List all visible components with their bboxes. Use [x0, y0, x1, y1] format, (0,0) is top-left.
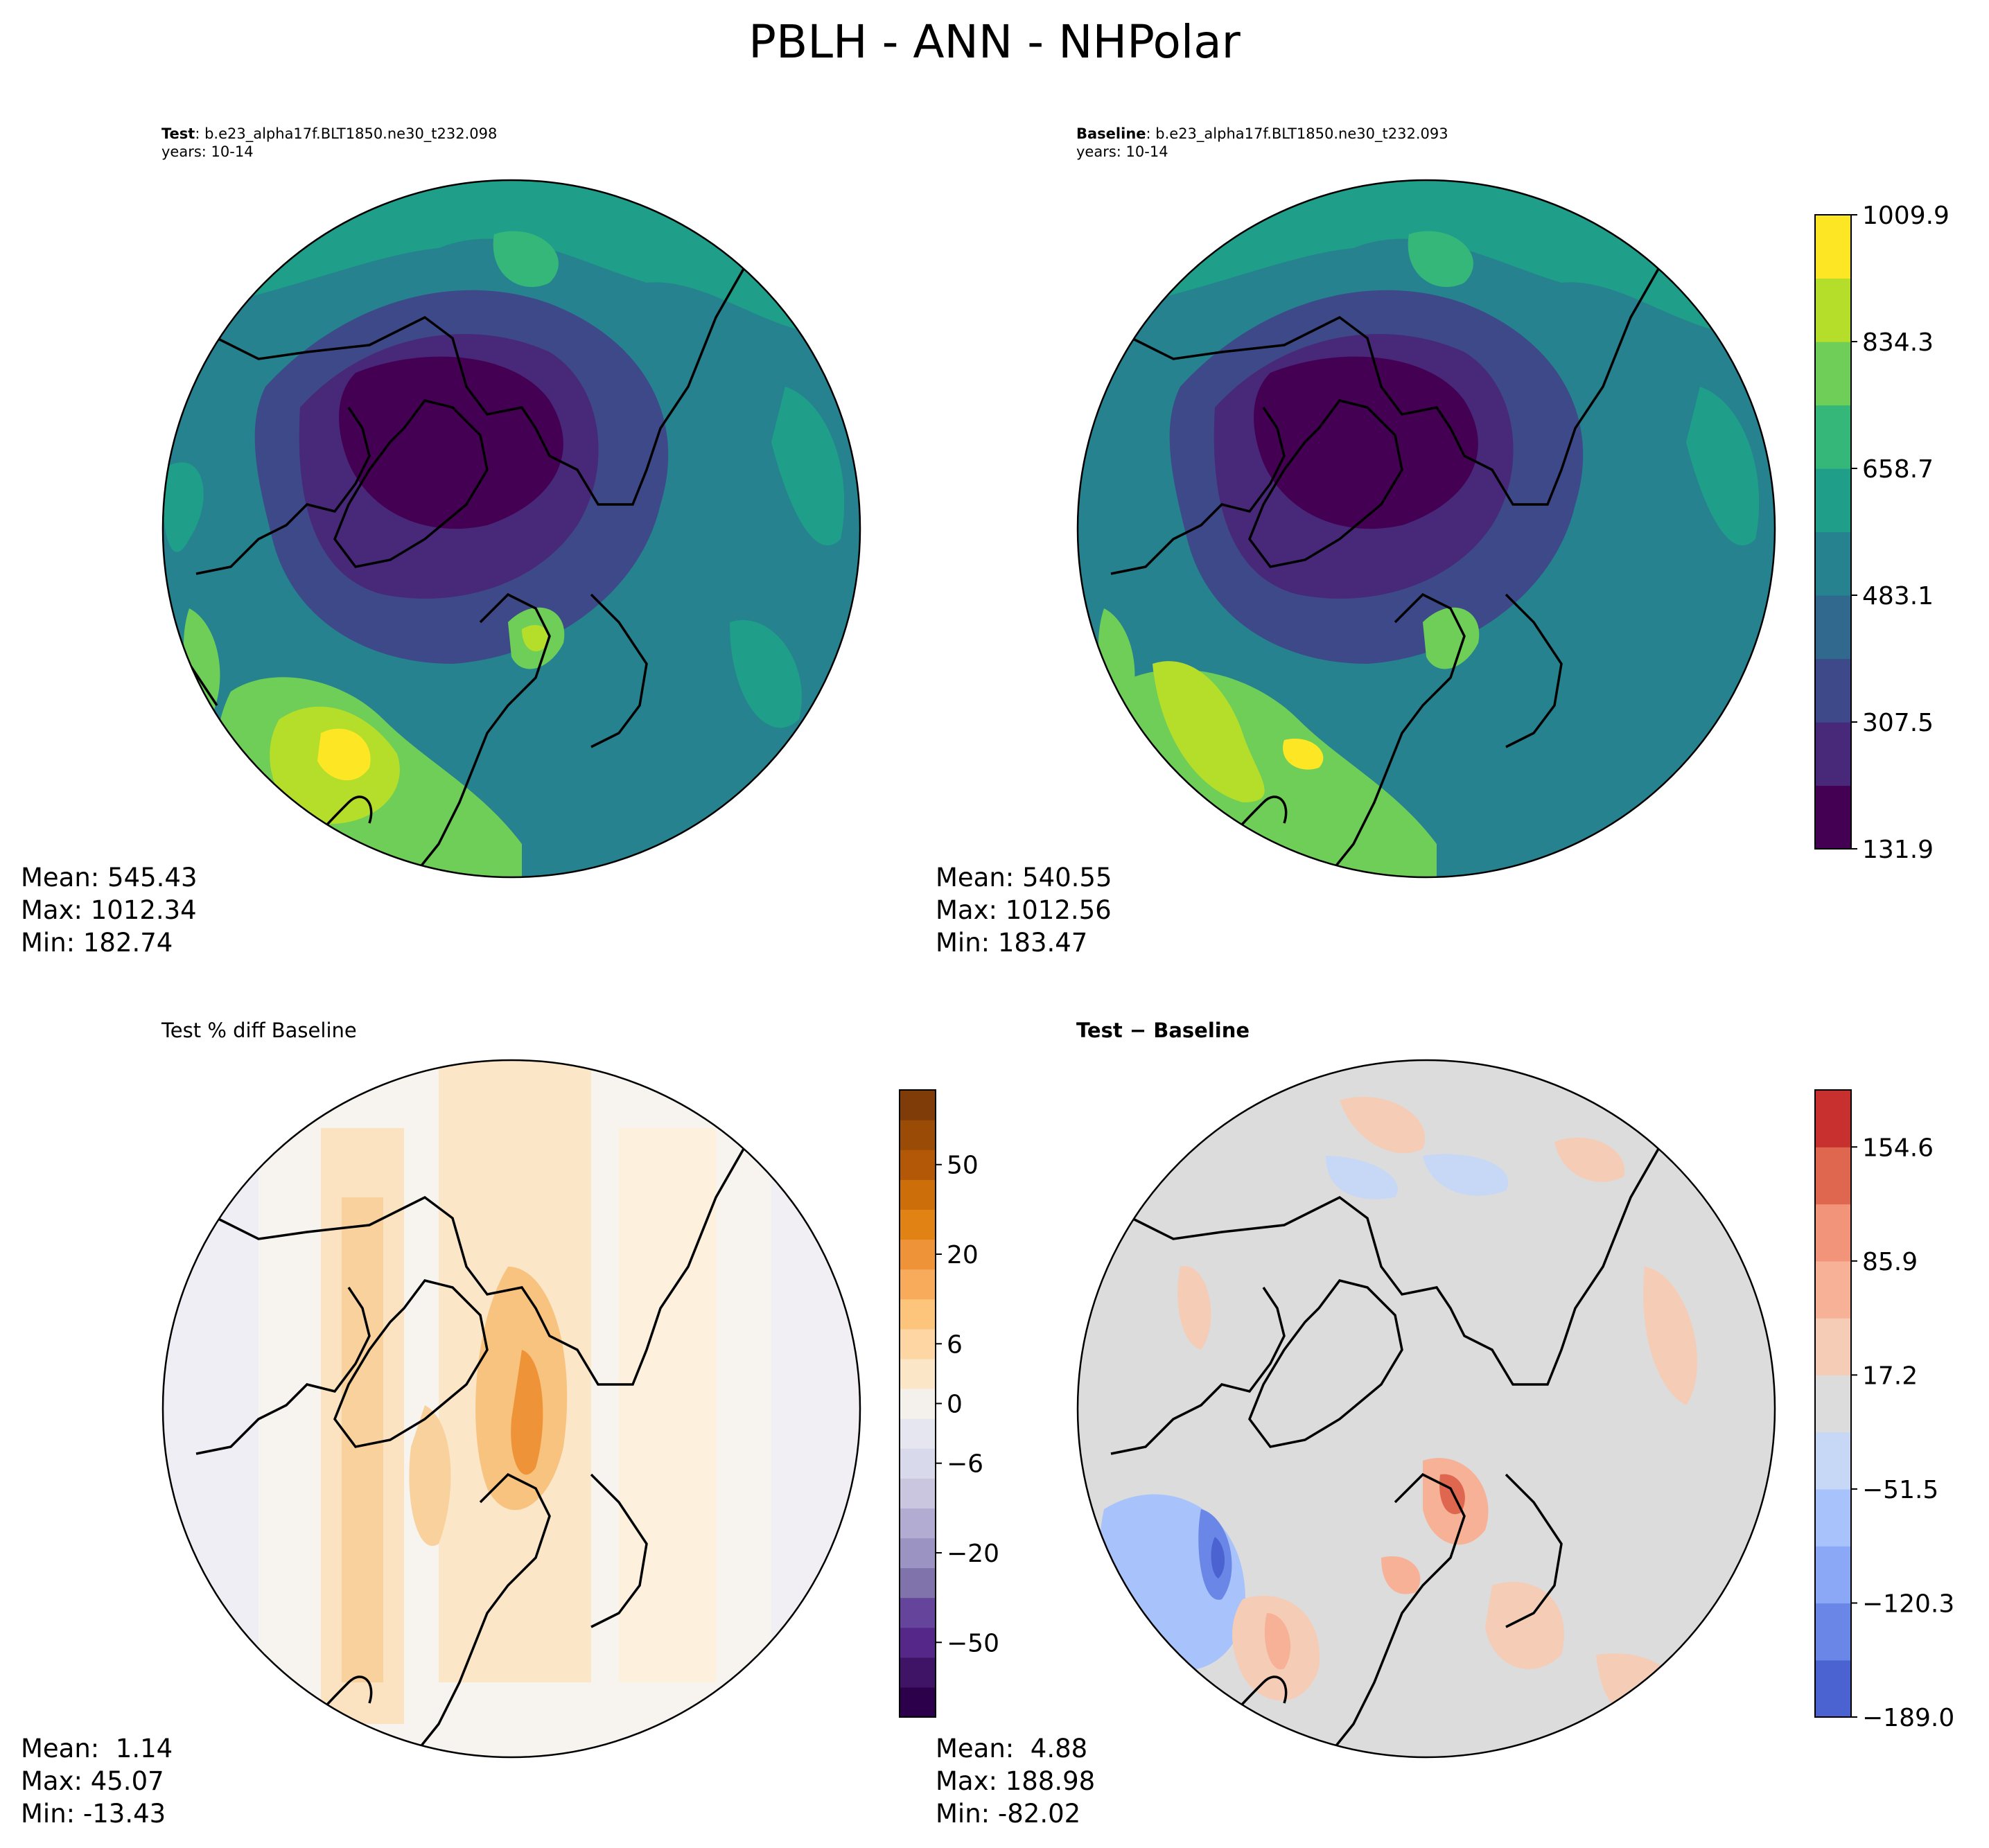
colorbar-swatch: [900, 1299, 936, 1330]
test-subtitle: Test: b.e23_alpha17f.BLT1850.ne30_t232.0…: [161, 125, 497, 161]
pctdiff-max: Max: 45.07: [21, 1766, 164, 1796]
test-label: Test: [161, 125, 195, 142]
colorbar-tick-label: 834.3: [1862, 328, 1934, 357]
baseline-map: [1076, 179, 1776, 879]
test-min: Min: 182.74: [21, 928, 173, 958]
test-map: [161, 179, 861, 879]
colorbar-pctdiff: −50 −20 −6 0 6 20 50: [899, 1089, 999, 1718]
colorbar-tick-label: −50: [947, 1629, 999, 1657]
colorbar-swatch: [1815, 1375, 1851, 1433]
colorbar-swatch: [900, 1150, 936, 1180]
colorbar-swatch: [1815, 722, 1851, 786]
pctdiff-mean: Mean: 1.14: [21, 1734, 173, 1763]
colorbar-swatch: [900, 1687, 936, 1718]
colorbar-swatch: [1815, 342, 1851, 406]
colorbar-swatch: [1815, 468, 1851, 533]
colorbar-swatch: [900, 1627, 936, 1658]
colorbar-tick-label: −6: [947, 1450, 983, 1479]
colorbar-swatch: [1815, 1488, 1851, 1547]
colorbar-swatch: [1815, 1204, 1851, 1262]
colorbar-swatch: [900, 1358, 936, 1389]
colorbar-swatch: [900, 1657, 936, 1688]
colorbar-diff: −189.0 −120.3 −51.5 17.2 85.9 154.6: [1814, 1089, 1954, 1732]
diff-map: [1076, 1059, 1776, 1759]
diff-stats: Mean: 4.88 Max: 188.98 Min: -82.02: [936, 1732, 1095, 1830]
colorbar-tick-label: −120.3: [1862, 1590, 1954, 1618]
colorbar-swatch: [900, 1448, 936, 1479]
colorbar-tick-label: 1009.9: [1862, 202, 1949, 230]
colorbar-frame: [1814, 1089, 1852, 1718]
colorbar-frame: [1814, 214, 1852, 850]
colorbar-swatch: [1815, 1603, 1851, 1661]
colorbar-swatch: [1815, 658, 1851, 723]
test-case-name: : b.e23_alpha17f.BLT1850.ne30_t232.098: [195, 125, 498, 142]
colorbar-swatch: [1815, 1318, 1851, 1375]
colorbar-tick-label: 6: [947, 1330, 963, 1359]
test-years: years: 10-14: [161, 143, 254, 160]
colorbar-tick-label: 17.2: [1862, 1362, 1918, 1390]
colorbar-tick-label: 131.9: [1862, 836, 1934, 864]
colorbar-swatch: [900, 1090, 936, 1120]
baseline-mean: Mean: 540.55: [936, 863, 1112, 892]
pctdiff-min: Min: -13.43: [21, 1799, 166, 1829]
colorbar-swatch: [1815, 1090, 1851, 1147]
colorbar-swatch: [900, 1209, 936, 1240]
colorbar-tick-label: 307.5: [1862, 709, 1934, 737]
colorbar-tick-label: −51.5: [1862, 1476, 1938, 1504]
colorbar-tick-label: 50: [947, 1152, 979, 1180]
baseline-min: Min: 183.47: [936, 928, 1088, 958]
colorbar-swatch: [900, 1328, 936, 1359]
pctdiff-map: [161, 1059, 861, 1759]
baseline-case-name: : b.e23_alpha17f.BLT1850.ne30_t232.093: [1146, 125, 1448, 142]
test-max: Max: 1012.34: [21, 895, 197, 925]
colorbar-swatch: [900, 1567, 936, 1599]
colorbar-swatch: [900, 1269, 936, 1300]
colorbar-swatch: [1815, 531, 1851, 596]
diff-title: Test − Baseline: [1076, 1019, 1250, 1042]
colorbar-swatch: [1815, 405, 1851, 469]
colorbar-swatch: [1815, 595, 1851, 660]
colorbar-swatch: [900, 1388, 936, 1419]
colorbar-swatch: [1815, 1660, 1851, 1718]
colorbar-tick-label: −189.0: [1862, 1704, 1954, 1732]
colorbar-tick-label: −20: [947, 1540, 999, 1568]
colorbar-tick-label: 0: [947, 1391, 963, 1419]
diff-mean: Mean: 4.88: [936, 1734, 1088, 1763]
colorbar-swatch: [1815, 215, 1851, 279]
baseline-max: Max: 1012.56: [936, 895, 1112, 925]
colorbar-tick-label: 85.9: [1862, 1248, 1918, 1276]
baseline-subtitle: Baseline: b.e23_alpha17f.BLT1850.ne30_t2…: [1076, 125, 1448, 161]
colorbar-swatch: [1815, 1432, 1851, 1490]
colorbar-tick-label: 483.1: [1862, 582, 1934, 610]
colorbar-swatch: [900, 1478, 936, 1508]
colorbar-swatch: [900, 1597, 936, 1628]
test-mean: Mean: 545.43: [21, 863, 198, 892]
colorbar-swatch: [900, 1239, 936, 1270]
colorbar-swatch: [1815, 785, 1851, 850]
diff-min: Min: -82.02: [936, 1799, 1081, 1829]
baseline-years: years: 10-14: [1076, 143, 1168, 160]
colorbar-tick-label: 658.7: [1862, 455, 1934, 484]
colorbar-swatch: [1815, 1260, 1851, 1319]
diff-max: Max: 188.98: [936, 1766, 1096, 1796]
colorbar-tick-label: 20: [947, 1241, 979, 1269]
baseline-label: Baseline: [1076, 125, 1146, 142]
baseline-stats: Mean: 540.55 Max: 1012.56 Min: 183.47: [936, 861, 1112, 959]
colorbar-swatch: [900, 1508, 936, 1539]
figure-title: PBLH - ANN - NHPolar: [748, 15, 1241, 69]
test-stats: Mean: 545.43 Max: 1012.34 Min: 182.74: [21, 861, 198, 959]
colorbar-swatch: [900, 1120, 936, 1150]
colorbar-swatch: [1815, 278, 1851, 342]
pctdiff-stats: Mean: 1.14 Max: 45.07 Min: -13.43: [21, 1732, 173, 1830]
colorbar-tick-label: 154.6: [1862, 1134, 1934, 1162]
pctdiff-title: Test % diff Baseline: [161, 1019, 357, 1042]
colorbar-swatch: [900, 1418, 936, 1449]
colorbar-swatch: [1815, 1546, 1851, 1604]
colorbar-swatch: [1815, 1147, 1851, 1205]
colorbar-swatch: [900, 1179, 936, 1210]
colorbar-test-baseline: 131.9 307.5 483.1 658.7 834.3 1009.9: [1814, 202, 1949, 864]
colorbar-swatch: [900, 1538, 936, 1569]
